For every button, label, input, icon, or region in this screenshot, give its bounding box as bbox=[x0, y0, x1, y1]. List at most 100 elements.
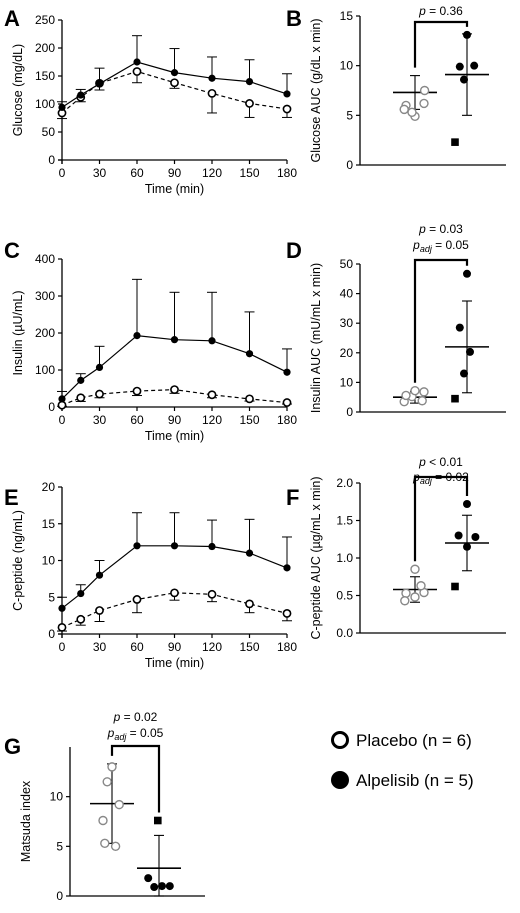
x-axis-title: Time (min) bbox=[145, 656, 204, 670]
placebo-data-point bbox=[245, 99, 254, 108]
panel-a-glucose-chart: 0 50 100 150 200 250 0 30 60 90 120 150 180 Time (min… bbox=[11, 13, 297, 196]
panel-label-b: B bbox=[286, 6, 302, 31]
alpelisib-data-point bbox=[455, 62, 464, 71]
legend: Placebo (n = 6) Alpelisib (n = 5) bbox=[331, 731, 474, 790]
placebo-data-point bbox=[114, 799, 124, 810]
y-tick-label: 10 bbox=[340, 59, 354, 73]
y-tick-label: 0 bbox=[48, 153, 55, 167]
y-tick-label: 0.5 bbox=[336, 589, 353, 603]
significance-bracket bbox=[413, 20, 469, 68]
alpelisib-series-line bbox=[61, 334, 288, 400]
placebo-data-point bbox=[95, 606, 104, 615]
y-tick-label: 200 bbox=[35, 41, 55, 55]
placebo-data-point bbox=[76, 614, 86, 624]
placebo-data-point bbox=[400, 596, 410, 606]
alpelisib-data-point bbox=[133, 331, 141, 340]
x-tick-label: 120 bbox=[202, 413, 222, 427]
significance-bracket bbox=[110, 744, 161, 813]
placebo-data-point bbox=[410, 564, 420, 574]
placebo-series-line bbox=[61, 70, 288, 114]
alpelisib-data-point bbox=[133, 58, 141, 66]
x-tick-label: 60 bbox=[130, 640, 144, 654]
alpelisib-data-point bbox=[170, 336, 179, 344]
panel-e-c-peptide-chart: 0 5 10 15 20 0 30 60 90 120 150 180 Time (min) C-pept… bbox=[11, 480, 297, 670]
alpelisib-data-point bbox=[463, 269, 471, 278]
y-axis-title: Insulin AUC (mU/mL x min) bbox=[309, 263, 323, 413]
legend-filled-circle-marker bbox=[331, 771, 349, 789]
panel-label-g: G bbox=[4, 734, 21, 759]
placebo-data-point bbox=[407, 107, 417, 118]
alpelisib-data-point bbox=[463, 542, 471, 551]
panel-label-a: A bbox=[4, 6, 20, 31]
y-tick-label: 100 bbox=[35, 363, 55, 377]
y-axis-title: C-peptide AUC (µg/mL x min) bbox=[309, 476, 323, 639]
placebo-data-point bbox=[98, 815, 108, 826]
placebo-data-point bbox=[245, 599, 254, 609]
alpelisib-data-point bbox=[470, 61, 479, 70]
x-tick-label: 180 bbox=[277, 166, 297, 180]
alpelisib-data-point bbox=[165, 882, 174, 891]
placebo-data-point bbox=[401, 588, 411, 598]
alpelisib-data-point bbox=[158, 882, 166, 891]
significance-bracket bbox=[413, 475, 469, 562]
alpelisib-data-point bbox=[144, 874, 153, 883]
alpelisib-data-point bbox=[454, 531, 463, 540]
alpelisib-data-point bbox=[460, 369, 468, 378]
y-tick-label: 30 bbox=[340, 316, 354, 330]
placebo-data-point bbox=[170, 78, 179, 88]
panel-label-f: F bbox=[286, 485, 299, 510]
y-axis-title: Matsuda index bbox=[19, 780, 33, 862]
x-tick-label: 90 bbox=[168, 166, 182, 180]
placebo-data-point bbox=[282, 609, 292, 618]
x-tick-label: 30 bbox=[93, 413, 107, 427]
x-tick-label: 30 bbox=[93, 640, 107, 654]
alpelisib-data-point bbox=[283, 564, 291, 572]
x-tick-label: 0 bbox=[59, 166, 66, 180]
panel-label-c: C bbox=[4, 238, 20, 263]
placebo-data-point bbox=[416, 581, 426, 591]
alpelisib-data-point bbox=[460, 75, 468, 84]
x-tick-label: 180 bbox=[277, 640, 297, 654]
placebo-data-point bbox=[419, 98, 429, 109]
y-tick-label: 10 bbox=[340, 375, 354, 389]
y-tick-label: 5 bbox=[346, 108, 353, 122]
y-tick-label: 0 bbox=[48, 400, 55, 414]
y-tick-label: 1.0 bbox=[336, 551, 353, 565]
y-tick-label: 20 bbox=[42, 480, 56, 494]
placebo-data-point bbox=[207, 88, 217, 98]
p-value-label: p = 0.36 bbox=[418, 4, 463, 18]
y-tick-label: 10 bbox=[42, 554, 56, 568]
alpelisib-data-point bbox=[463, 30, 471, 39]
placebo-data-point bbox=[102, 777, 112, 787]
y-tick-label: 15 bbox=[340, 9, 354, 23]
placebo-data-point bbox=[207, 589, 217, 599]
panel-g-matsuda-chart: 0 5 10 Matsuda index p = 0.02 padj = 0.05 bbox=[19, 710, 205, 903]
legend-alpelisib-label: Alpelisib (n = 5) bbox=[356, 771, 474, 790]
x-axis-title: Time (min) bbox=[145, 182, 204, 196]
y-tick-label: 1.5 bbox=[336, 514, 353, 528]
alpelisib-series-line bbox=[61, 545, 288, 609]
x-tick-label: 90 bbox=[168, 640, 182, 654]
alpelisib-data-point bbox=[245, 78, 254, 86]
placebo-data-point bbox=[107, 762, 117, 772]
x-tick-label: 60 bbox=[130, 413, 144, 427]
y-tick-label: 400 bbox=[35, 252, 55, 266]
legend-open-circle-marker bbox=[331, 731, 349, 749]
y-tick-label: 20 bbox=[340, 346, 354, 360]
placebo-data-point bbox=[417, 396, 427, 406]
placebo-data-point bbox=[100, 838, 110, 849]
alpelisib-data-point bbox=[455, 323, 464, 332]
p-adjusted-label: padj = 0.02 bbox=[412, 470, 469, 486]
placebo-data-point bbox=[282, 104, 292, 114]
placebo-data-point bbox=[401, 390, 411, 401]
legend-placebo-label: Placebo (n = 6) bbox=[356, 731, 472, 750]
y-tick-label: 2.0 bbox=[336, 476, 353, 490]
alpelisib-data-point bbox=[58, 604, 66, 612]
x-axis-title: Time (min) bbox=[145, 429, 204, 443]
alpelisib-data-point bbox=[95, 571, 104, 579]
placebo-data-point bbox=[410, 385, 420, 396]
alpelisib-data-point bbox=[283, 90, 291, 98]
p-value-label: p < 0.01 bbox=[418, 455, 463, 469]
placebo-data-point bbox=[245, 394, 254, 404]
